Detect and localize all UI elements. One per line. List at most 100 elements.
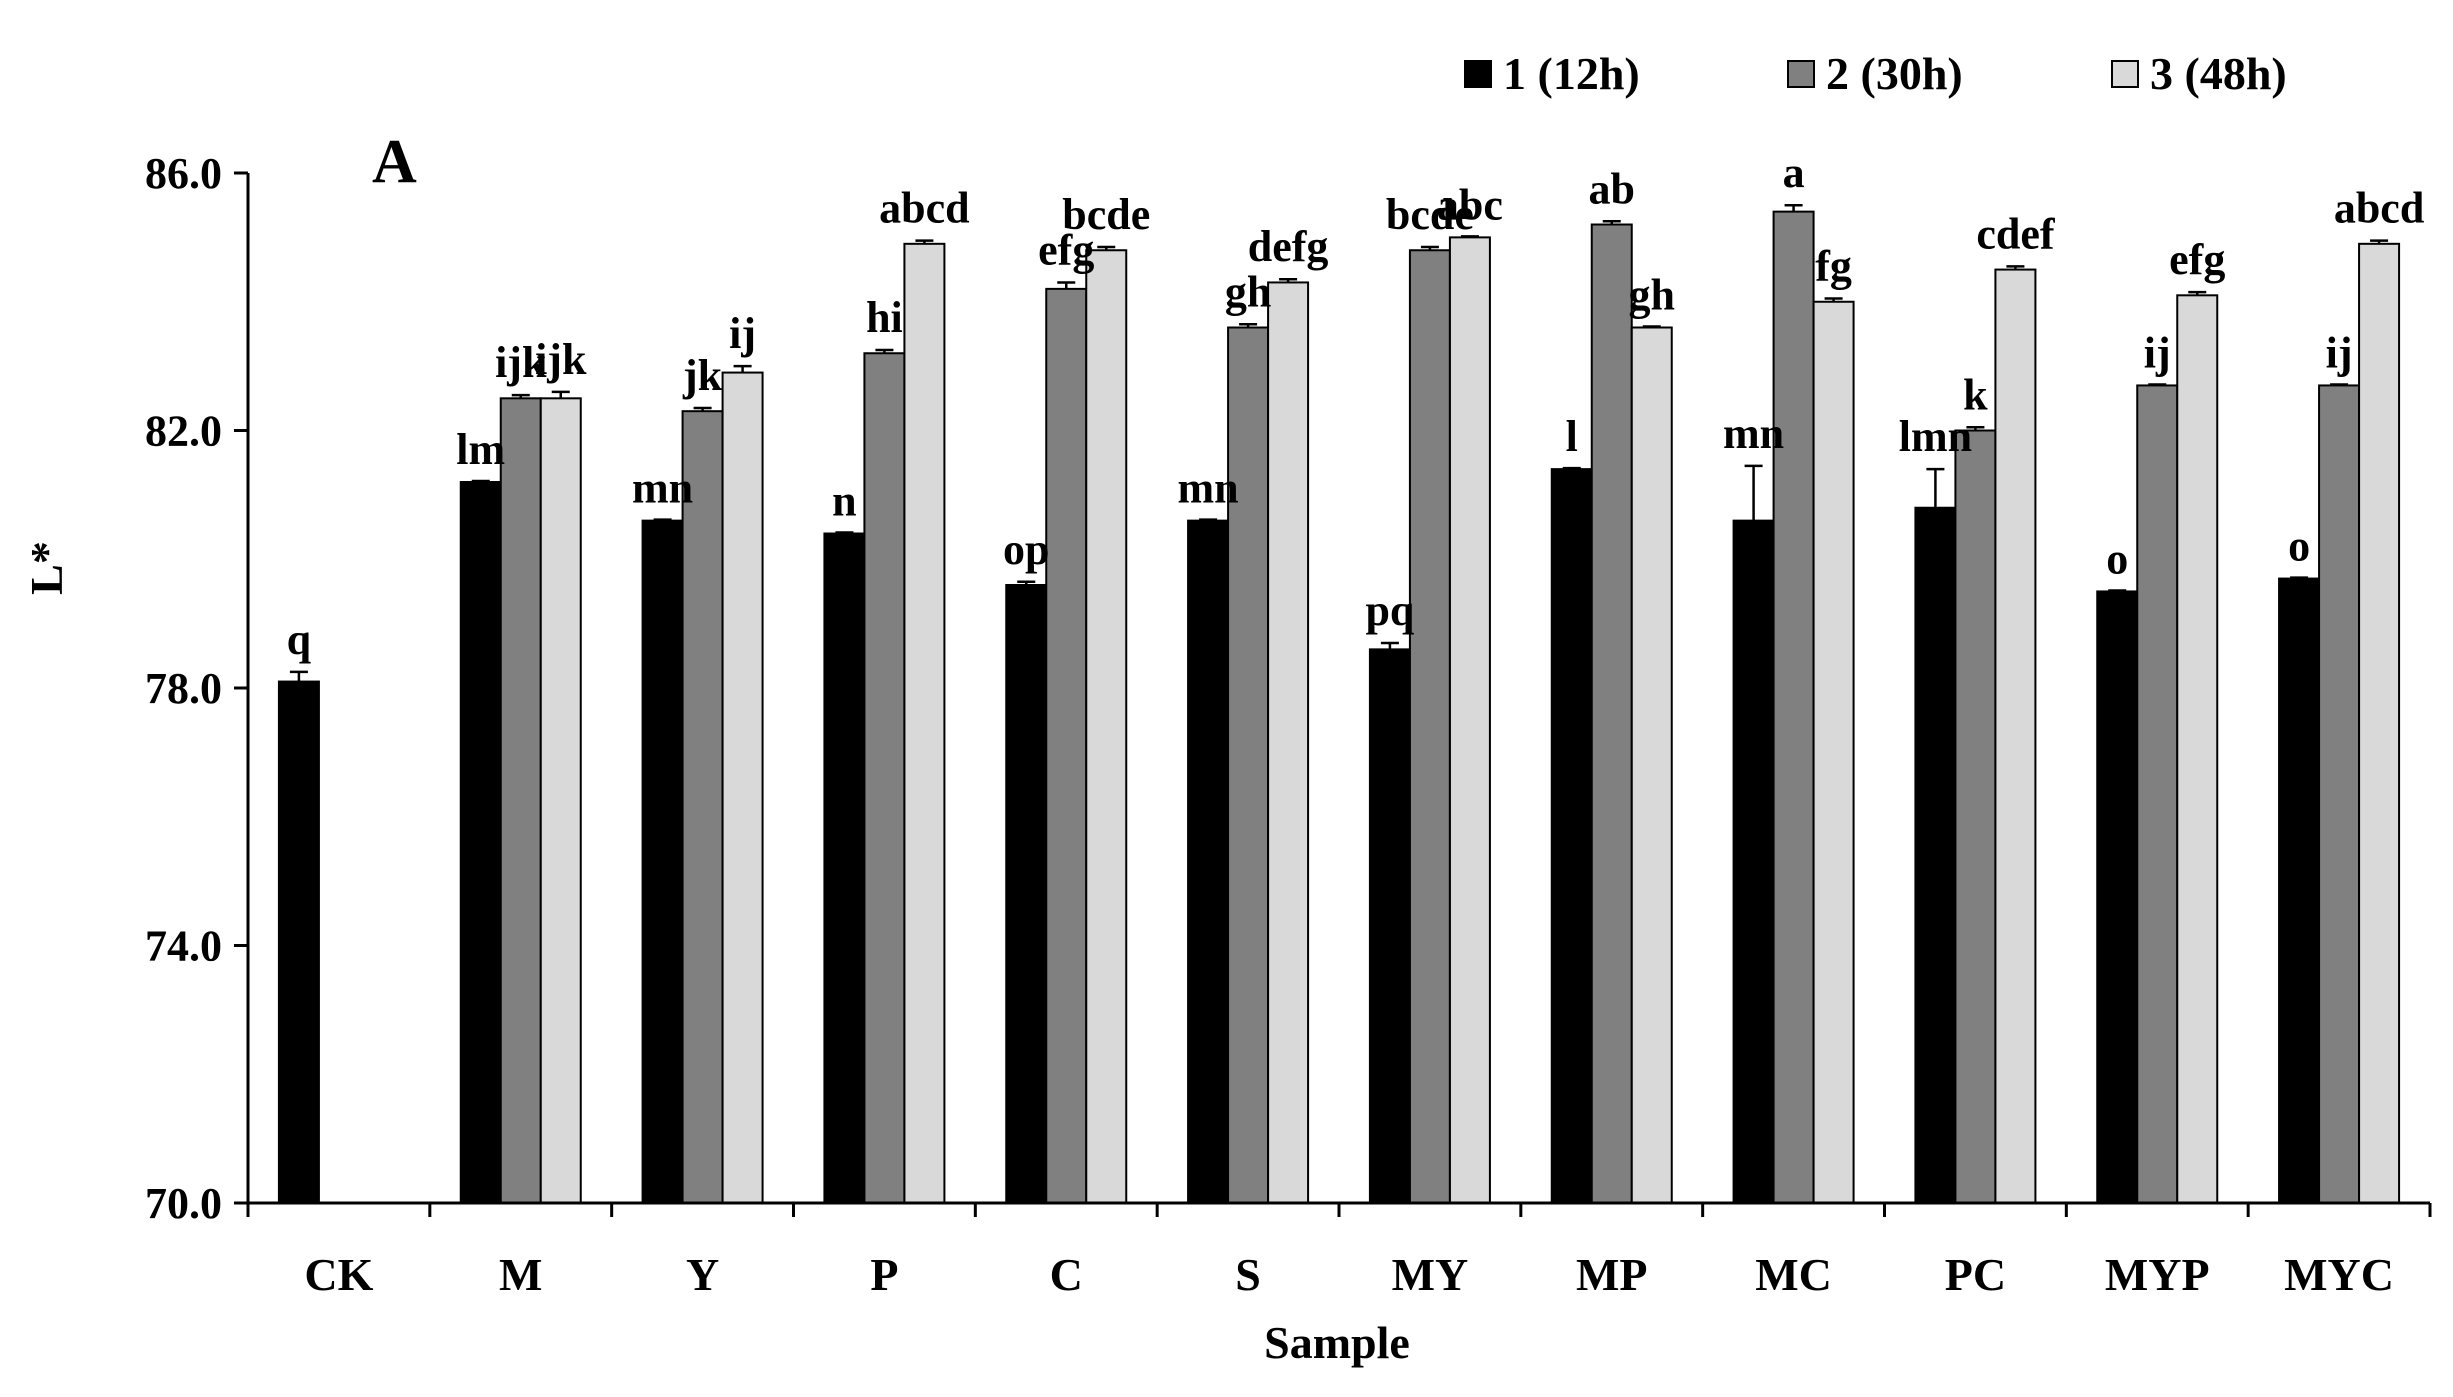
y-tick-label: 78.0 <box>145 664 222 713</box>
significance-label: abcd <box>879 184 969 233</box>
significance-label: a <box>1783 148 1805 197</box>
significance-label: abcd <box>2334 184 2424 233</box>
significance-label: n <box>832 477 856 526</box>
x-category-label: MY <box>1392 1249 1469 1300</box>
legend-swatch-2 <box>1787 60 1815 88</box>
bar-3 <box>1994 268 2037 1204</box>
bar-1 <box>2096 590 2139 1204</box>
bar-1 <box>277 680 320 1204</box>
significance-label: fg <box>1815 242 1852 291</box>
axes-group: 70.074.078.082.086.0CK M Y P C S MY MP MC PC MYP MY… <box>145 149 2432 1300</box>
bar-2 <box>1227 326 1270 1204</box>
significance-label: o <box>2106 534 2128 583</box>
significance-label: o <box>2288 522 2310 571</box>
bar-1 <box>1550 468 1593 1204</box>
bar-2 <box>1045 287 1088 1204</box>
legend-label-3: 3 (48h) <box>2150 48 2287 99</box>
panel-label: A <box>372 128 417 196</box>
x-category-label: MC <box>1755 1249 1832 1300</box>
bar-1 <box>459 481 502 1204</box>
significance-label: ij <box>2144 328 2171 377</box>
bar-2 <box>863 352 906 1204</box>
legend-label-1: 1 (12h) <box>1503 48 1640 99</box>
y-tick-label: 82.0 <box>145 407 222 456</box>
x-category-label: P <box>870 1249 898 1300</box>
significance-label: ijk <box>535 335 587 384</box>
bar-3 <box>2358 242 2401 1204</box>
legend: 1 (12h) 2 (30h) 3 (48h) <box>1464 48 2287 99</box>
significance-label: bcde <box>1386 190 1474 239</box>
y-tick-label: 86.0 <box>145 149 222 198</box>
bar-2 <box>2136 384 2179 1204</box>
bar-3 <box>1448 236 1491 1204</box>
bar-3 <box>1085 249 1128 1204</box>
significance-label: ab <box>1589 164 1635 213</box>
x-category-label: Y <box>686 1249 719 1300</box>
significance-label: mn <box>1178 464 1239 513</box>
significance-label: lmn <box>1899 412 1972 461</box>
significance-label: efg <box>1038 225 1094 274</box>
bar-3 <box>721 371 764 1204</box>
significance-label: lm <box>456 425 505 474</box>
bar-3 <box>539 397 582 1204</box>
significance-label: hi <box>866 293 903 342</box>
bar-1 <box>2278 577 2321 1204</box>
error-bars-group <box>289 203 2389 682</box>
significance-label: ij <box>729 309 756 358</box>
legend-label-2: 2 (30h) <box>1826 48 1963 99</box>
bar-2 <box>1954 429 1997 1204</box>
bar-2 <box>499 397 542 1204</box>
x-category-label: C <box>1050 1249 1083 1300</box>
bars-group <box>277 210 2401 1204</box>
bar-2 <box>1590 223 1633 1204</box>
x-category-label: PC <box>1945 1249 2006 1300</box>
y-axis-title: L* <box>21 541 72 595</box>
bar-3 <box>2176 294 2219 1204</box>
x-category-label: MYC <box>2284 1249 2394 1300</box>
y-tick-label: 70.0 <box>145 1179 222 1228</box>
significance-label: op <box>1003 525 1049 574</box>
bar-1 <box>1914 506 1957 1204</box>
significance-label: mn <box>1723 409 1784 458</box>
bar-3 <box>1812 300 1855 1204</box>
significance-label: k <box>1963 370 1988 419</box>
bar-1 <box>1368 648 1411 1204</box>
significance-label: efg <box>2169 235 2225 284</box>
bar-1 <box>1005 584 1048 1204</box>
x-category-label: MP <box>1576 1249 1648 1300</box>
bar-2 <box>1408 249 1451 1204</box>
significance-label: ijk <box>495 338 547 387</box>
significance-label: defg <box>1248 222 1329 271</box>
significance-label: ij <box>2326 328 2353 377</box>
x-category-label: M <box>499 1249 542 1300</box>
bar-3 <box>1630 326 1673 1204</box>
significance-label: q <box>287 615 312 664</box>
bar-2 <box>1772 210 1815 1204</box>
bar-1 <box>1187 519 1230 1204</box>
bar-3 <box>1267 281 1310 1204</box>
significance-label: gh <box>1629 271 1675 320</box>
significance-label: jk <box>682 351 723 400</box>
bar-1 <box>1732 519 1775 1204</box>
legend-swatch-3 <box>2111 60 2139 88</box>
x-category-label: MYP <box>2105 1249 2210 1300</box>
bar-3 <box>903 242 946 1204</box>
bar-1 <box>823 532 866 1204</box>
significance-label: abc <box>1437 180 1503 229</box>
significance-label: cdef <box>1976 209 2056 258</box>
x-category-label: S <box>1235 1249 1261 1300</box>
legend-swatch-1 <box>1464 60 1492 88</box>
significance-label: gh <box>1225 267 1271 316</box>
bar-2 <box>681 410 724 1204</box>
y-tick-label: 74.0 <box>145 922 222 971</box>
significance-label: pq <box>1365 586 1414 635</box>
bar-1 <box>641 519 684 1204</box>
x-category-label: CK <box>304 1249 373 1300</box>
significance-label: l <box>1566 412 1578 461</box>
x-axis-title: Sample <box>1264 1317 1410 1368</box>
bar-2 <box>2318 384 2361 1204</box>
significance-label: bcde <box>1062 190 1150 239</box>
